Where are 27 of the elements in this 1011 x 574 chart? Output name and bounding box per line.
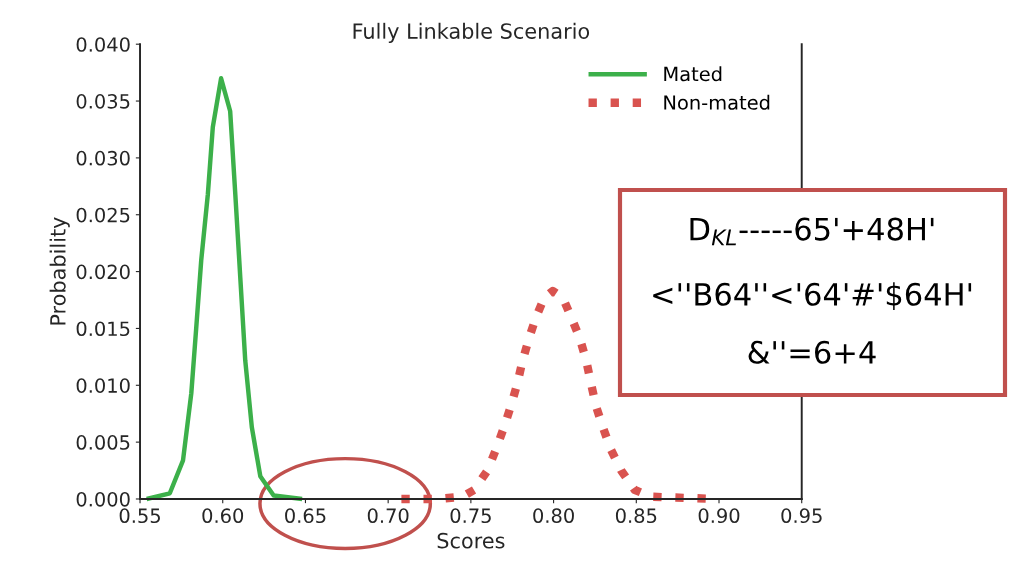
x-tick-label: 0.70 — [367, 508, 409, 524]
chart-title: Fully Linkable Scenario — [353, 22, 590, 43]
x-tick-label: 0.80 — [533, 508, 574, 524]
y-tick-label: 0.035 — [76, 94, 130, 109]
annotation: &''=6+4 — [748, 340, 876, 364]
y-tick-label: 0.030 — [76, 150, 130, 166]
x-tick-label: 0.85 — [615, 508, 657, 524]
legend-label: Non-mated — [664, 94, 770, 110]
x-axis-title: Scores — [437, 532, 505, 549]
annotation: D$_{KL}$-----65'+48H' — [690, 217, 934, 246]
x-tick-label: 0.95 — [781, 508, 822, 524]
x-tick-label: 0.65 — [285, 508, 326, 524]
y-tick-label: 0.005 — [76, 435, 130, 450]
x-tick-label: 0.55 — [119, 508, 160, 524]
line-series — [144, 76, 305, 502]
y-tick-label: 0.010 — [76, 378, 130, 393]
y-axis-title: Probability — [49, 217, 70, 325]
x-tick-label: 0.60 — [202, 508, 244, 524]
y-tick-label: 0.040 — [76, 37, 130, 52]
x-tick-label: 0.90 — [698, 508, 740, 524]
y-tick-label: 0.025 — [76, 207, 130, 223]
x-tick-label: 0.75 — [450, 508, 491, 524]
legend-label: Mated — [664, 66, 722, 82]
y-tick-label: 0.020 — [76, 264, 130, 280]
y-tick-label: 0.000 — [76, 491, 130, 507]
annotation: <''B64''<'64'#'$64H' — [653, 282, 972, 310]
y-tick-label: 0.015 — [76, 321, 130, 337]
